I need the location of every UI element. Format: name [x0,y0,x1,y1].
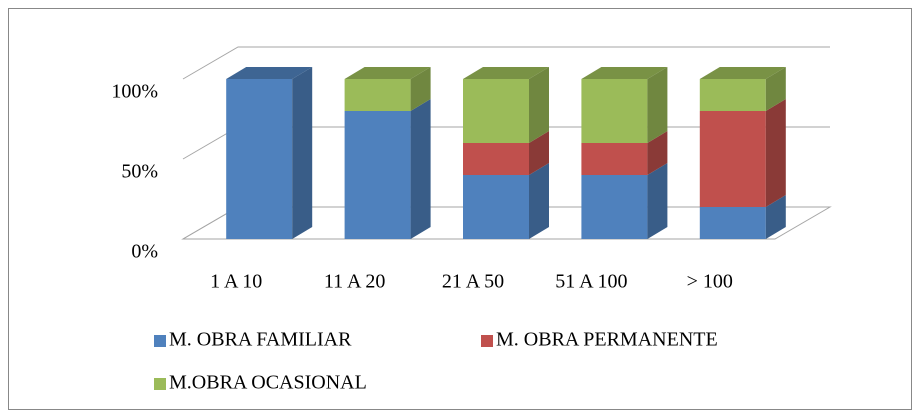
bar-segment [699,99,786,207]
bar-segment [581,131,668,175]
bar-top [581,67,668,79]
bar-top [226,67,313,79]
x-tick-label: > 100 [687,271,733,293]
grid-line [182,46,830,80]
bar-segment [581,163,668,239]
legend-label: M. OBRA FAMILIAR [169,329,352,351]
legend-swatch [154,335,166,347]
bar-segment [463,131,549,175]
bar-segment [463,67,549,143]
bar-segment [699,67,786,111]
bar-segment [581,67,668,143]
bar-segment [344,99,431,239]
x-tick-label: 11 A 20 [324,271,386,293]
x-tick-label: 51 A 100 [555,271,627,293]
legend-label: M.OBRA OCASIONAL [169,372,367,394]
legend-swatch [481,335,493,347]
y-tick-label: 0% [131,241,158,263]
y-tick-label: 50% [121,161,158,183]
bar-segment [463,163,549,239]
legend-label: M. OBRA PERMANENTE [496,329,718,351]
legend-swatch [154,378,166,390]
bar-top [344,67,431,79]
y-tick-label: 100% [111,81,158,103]
bar-top [463,67,549,79]
bar-segment [699,195,786,239]
x-tick-label: 1 A 10 [210,271,262,293]
bar-top [699,67,786,79]
bar-segment [344,67,431,111]
bar-segment [226,67,313,239]
x-tick-label: 21 A 50 [442,271,504,293]
